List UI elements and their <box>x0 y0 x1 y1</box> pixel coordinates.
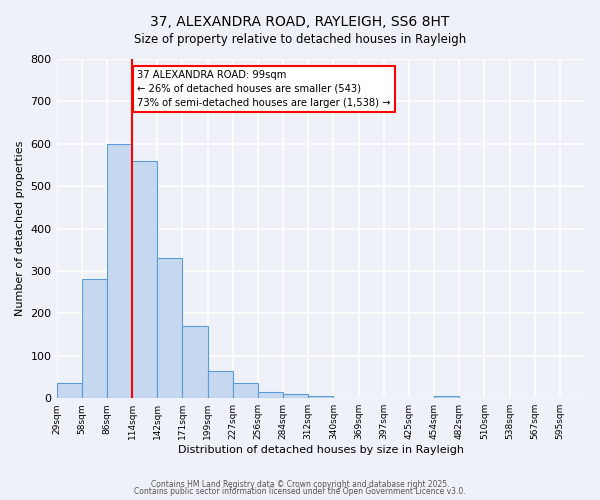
Bar <box>132 161 157 398</box>
Bar <box>107 144 132 398</box>
Text: Contains public sector information licensed under the Open Government Licence v3: Contains public sector information licen… <box>134 487 466 496</box>
Text: 37, ALEXANDRA ROAD, RAYLEIGH, SS6 8HT: 37, ALEXANDRA ROAD, RAYLEIGH, SS6 8HT <box>151 15 449 29</box>
Bar <box>434 396 459 398</box>
Bar <box>56 384 82 398</box>
Bar <box>233 384 258 398</box>
Bar <box>208 370 233 398</box>
X-axis label: Distribution of detached houses by size in Rayleigh: Distribution of detached houses by size … <box>178 445 464 455</box>
Y-axis label: Number of detached properties: Number of detached properties <box>15 141 25 316</box>
Bar <box>308 396 334 398</box>
Bar <box>182 326 208 398</box>
Bar <box>157 258 182 398</box>
Bar <box>258 392 283 398</box>
Text: Size of property relative to detached houses in Rayleigh: Size of property relative to detached ho… <box>134 32 466 46</box>
Bar <box>82 280 107 398</box>
Text: Contains HM Land Registry data © Crown copyright and database right 2025.: Contains HM Land Registry data © Crown c… <box>151 480 449 489</box>
Bar <box>283 394 308 398</box>
Text: 37 ALEXANDRA ROAD: 99sqm
← 26% of detached houses are smaller (543)
73% of semi-: 37 ALEXANDRA ROAD: 99sqm ← 26% of detach… <box>137 70 391 108</box>
